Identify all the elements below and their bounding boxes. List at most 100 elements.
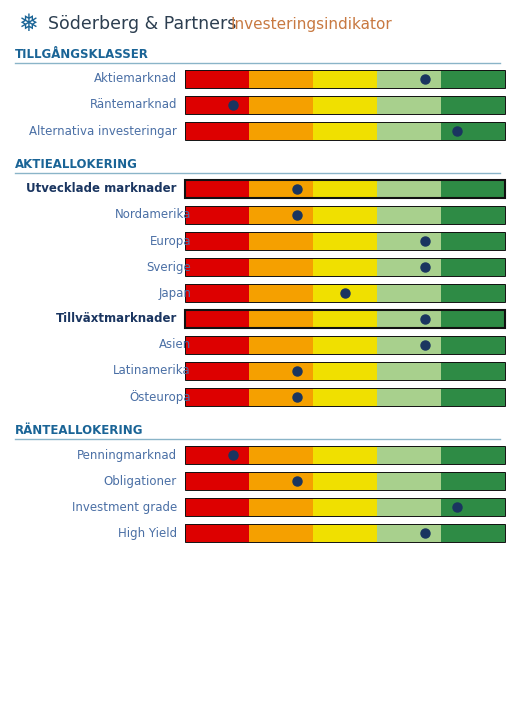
Bar (441, 362, 505, 380)
Bar (185, 524, 505, 542)
Bar (185, 206, 505, 224)
Text: Sverige: Sverige (146, 261, 191, 273)
Bar (185, 388, 249, 406)
Bar (313, 362, 377, 380)
Text: Investment grade: Investment grade (72, 501, 177, 513)
Text: Investeringsindikator: Investeringsindikator (230, 16, 392, 32)
Bar (313, 122, 377, 140)
Bar (185, 122, 505, 140)
Bar (185, 472, 505, 490)
Bar (313, 310, 377, 328)
Text: Latinamerika: Latinamerika (113, 364, 191, 378)
Bar (249, 310, 313, 328)
Bar (377, 524, 441, 542)
Bar (377, 310, 441, 328)
Bar (185, 362, 505, 380)
Bar (185, 232, 249, 250)
Bar (185, 472, 249, 490)
Bar (441, 180, 505, 198)
Bar (441, 472, 505, 490)
Bar (249, 524, 313, 542)
Bar (313, 232, 377, 250)
Text: Nordamerika: Nordamerika (115, 208, 191, 222)
Bar (441, 498, 505, 516)
Text: Europa: Europa (149, 234, 191, 248)
Bar (249, 388, 313, 406)
Bar (441, 310, 505, 328)
Bar (185, 524, 249, 542)
Bar (185, 446, 249, 464)
Text: RÄNTEALLOKERING: RÄNTEALLOKERING (15, 424, 144, 437)
Bar (185, 388, 505, 406)
Bar (441, 96, 505, 114)
Text: Japan: Japan (158, 287, 191, 299)
Bar (249, 122, 313, 140)
Bar (377, 336, 441, 354)
Bar (185, 180, 505, 198)
Bar (249, 258, 313, 276)
Bar (185, 362, 249, 380)
Bar (377, 362, 441, 380)
Bar (441, 70, 505, 88)
Text: AKTIEALLOKERING: AKTIEALLOKERING (15, 158, 138, 171)
Bar (185, 232, 505, 250)
Text: ❅: ❅ (18, 12, 38, 36)
Bar (377, 180, 441, 198)
Bar (185, 310, 505, 328)
Bar (377, 388, 441, 406)
Bar (185, 284, 505, 302)
Bar (249, 96, 313, 114)
Bar (441, 232, 505, 250)
Bar (249, 180, 313, 198)
Text: Östeuropa: Östeuropa (129, 390, 191, 404)
Bar (441, 446, 505, 464)
Bar (185, 498, 249, 516)
Bar (313, 388, 377, 406)
Bar (185, 336, 505, 354)
Text: Räntemarknad: Räntemarknad (90, 99, 177, 112)
Bar (249, 472, 313, 490)
Bar (313, 446, 377, 464)
Bar (377, 258, 441, 276)
Bar (441, 206, 505, 224)
Bar (313, 336, 377, 354)
Bar (249, 70, 313, 88)
Bar (441, 122, 505, 140)
Bar (313, 70, 377, 88)
Bar (249, 206, 313, 224)
Bar (377, 122, 441, 140)
Bar (441, 284, 505, 302)
Bar (249, 446, 313, 464)
Bar (185, 336, 249, 354)
Text: Aktiemarknad: Aktiemarknad (94, 73, 177, 85)
Bar (313, 206, 377, 224)
Text: Penningmarknad: Penningmarknad (77, 448, 177, 462)
Text: Obligationer: Obligationer (104, 474, 177, 488)
Bar (441, 388, 505, 406)
Bar (377, 206, 441, 224)
Bar (185, 258, 505, 276)
Bar (377, 96, 441, 114)
Bar (377, 284, 441, 302)
Bar (185, 310, 249, 328)
Bar (185, 122, 249, 140)
Bar (441, 524, 505, 542)
Bar (313, 284, 377, 302)
Bar (185, 180, 249, 198)
Bar (313, 524, 377, 542)
Bar (185, 70, 249, 88)
Bar (185, 70, 505, 88)
Bar (377, 446, 441, 464)
Bar (249, 362, 313, 380)
Bar (377, 498, 441, 516)
Bar (441, 258, 505, 276)
Bar (377, 232, 441, 250)
Text: Utvecklade marknader: Utvecklade marknader (26, 182, 177, 196)
Bar (185, 498, 505, 516)
Bar (185, 96, 249, 114)
Text: High Yield: High Yield (118, 527, 177, 539)
Bar (185, 96, 505, 114)
Text: Asien: Asien (159, 338, 191, 352)
Bar (313, 472, 377, 490)
Bar (313, 258, 377, 276)
